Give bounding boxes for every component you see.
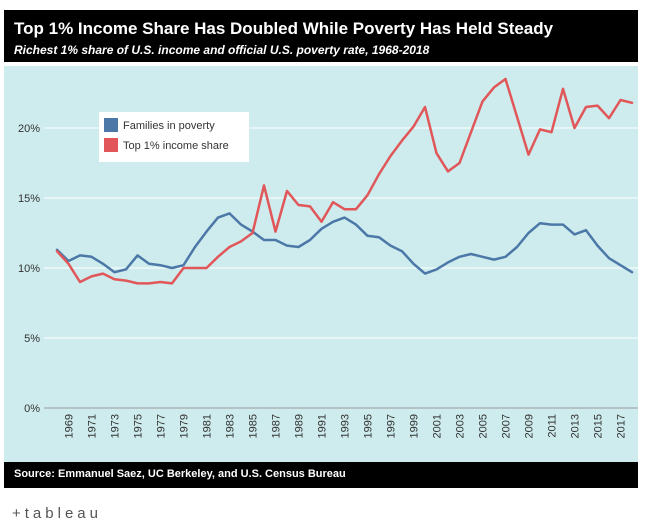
x-tick-label: 2009 — [524, 414, 536, 438]
y-tick-label: 5% — [24, 333, 40, 345]
chart-header: Top 1% Income Share Has Doubled While Po… — [4, 10, 638, 62]
x-tick-label: 1983 — [225, 414, 237, 438]
y-tick-label: 20% — [18, 123, 40, 135]
x-tick-label: 1993 — [340, 414, 352, 438]
x-tick-label: 1985 — [248, 414, 260, 438]
legend-swatch-poverty — [104, 118, 118, 132]
y-tick-label: 0% — [24, 403, 40, 415]
x-tick-label: 1973 — [110, 414, 122, 438]
poverty-series-line — [55, 212, 634, 275]
x-tick-label: 1995 — [363, 414, 375, 438]
x-tick-label: 1979 — [179, 414, 191, 438]
top1-series-line — [55, 77, 634, 285]
x-tick-label: 1969 — [64, 414, 76, 438]
x-tick-label: 1987 — [271, 414, 283, 438]
legend-label-top1: Top 1% income share — [123, 140, 229, 152]
x-tick-label: 2013 — [570, 414, 582, 438]
x-tick-label: 2007 — [501, 414, 513, 438]
chart-title: Top 1% Income Share Has Doubled While Po… — [14, 19, 554, 38]
legend-box — [99, 112, 249, 162]
x-tick-label: 1989 — [294, 414, 306, 438]
legend-label-poverty: Families in poverty — [123, 120, 215, 132]
x-tick-label: 2005 — [478, 414, 490, 438]
x-tick-label: 2017 — [616, 414, 628, 438]
tableau-logo[interactable]: + tableau — [12, 505, 102, 522]
y-tick-label: 10% — [18, 263, 40, 275]
x-tick-label: 2003 — [455, 414, 467, 438]
tableau-logo-icon: + — [12, 505, 21, 522]
chart-footer: Source: Emmanuel Saez, UC Berkeley, and … — [4, 462, 638, 488]
tableau-wordmark: tableau — [24, 505, 102, 522]
chart-subtitle: Richest 1% share of U.S. income and offi… — [14, 43, 430, 57]
legend-swatch-top1 — [104, 138, 118, 152]
x-tick-label: 2001 — [432, 414, 444, 438]
x-tick-label: 1971 — [87, 414, 99, 438]
line-chart: 0% 5% 10% 15% 20% 1969 1971 1973 1975 1977 1979 198… — [4, 66, 638, 462]
x-tick-label: 1975 — [133, 414, 145, 438]
x-tick-label: 2011 — [547, 414, 559, 438]
x-tick-label: 1999 — [409, 414, 421, 438]
x-tick-label: 1991 — [317, 414, 329, 438]
y-tick-label: 15% — [18, 193, 40, 205]
source-note: Source: Emmanuel Saez, UC Berkeley, and … — [14, 468, 346, 480]
x-tick-label: 2015 — [593, 414, 605, 438]
x-tick-label: 1997 — [386, 414, 398, 438]
x-tick-label: 1981 — [202, 414, 214, 438]
x-tick-label: 1977 — [156, 414, 168, 438]
